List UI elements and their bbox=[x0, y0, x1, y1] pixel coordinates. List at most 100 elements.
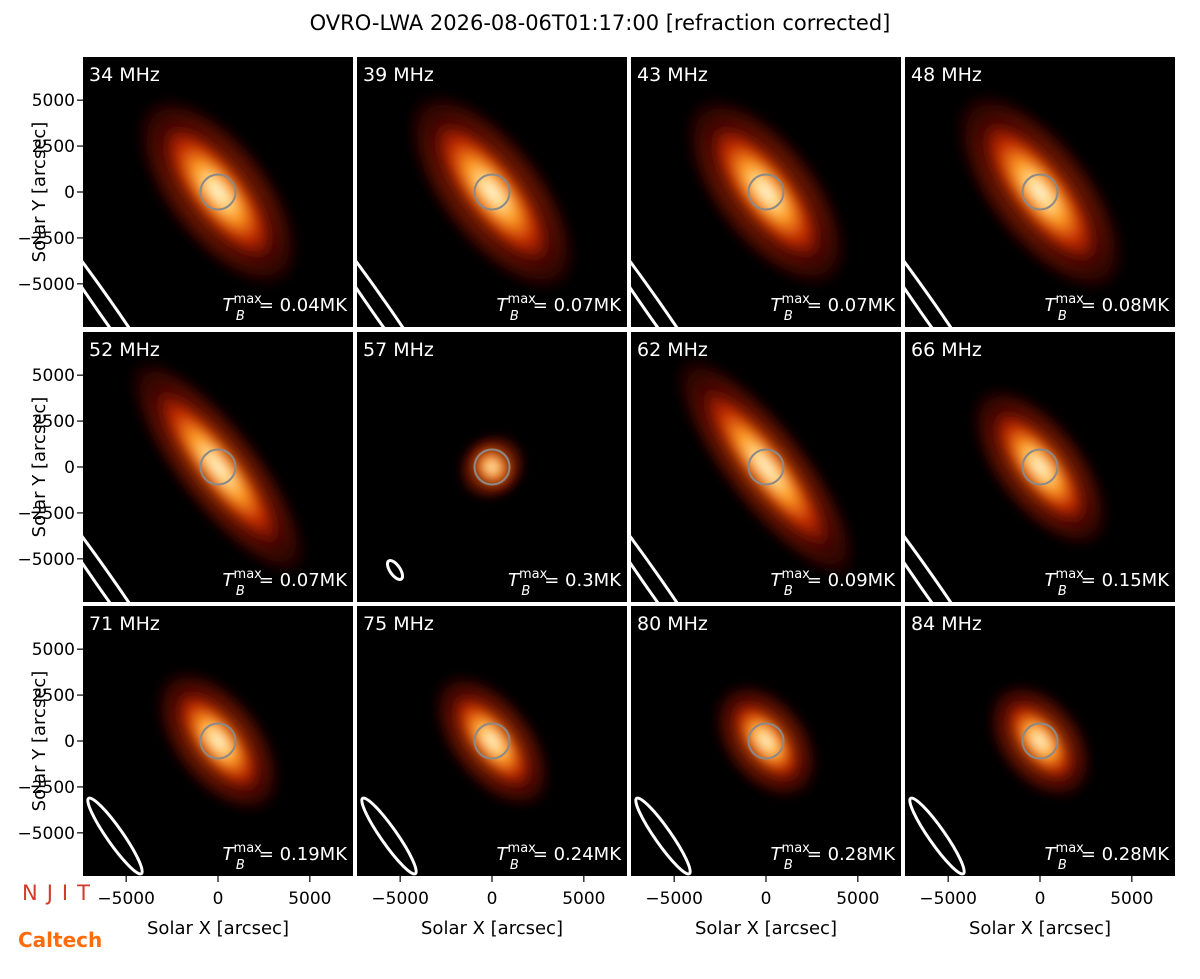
tb-max-label: Tmax B = 0.28MK bbox=[1045, 841, 1171, 873]
panel-image bbox=[631, 57, 901, 327]
tb-sup: max bbox=[782, 841, 811, 856]
solar-disk bbox=[1021, 722, 1059, 760]
panel-image bbox=[905, 57, 1175, 327]
x-tick-label: 5000 bbox=[562, 889, 605, 909]
tb-sup: max bbox=[234, 841, 263, 856]
tb-sub: B bbox=[784, 309, 793, 324]
tb-symbol: T bbox=[497, 844, 510, 865]
y-tick-label: 2500 bbox=[32, 412, 75, 432]
tb-max-label: Tmax B = 0.3MK bbox=[508, 567, 622, 599]
tb-symbol: T bbox=[771, 295, 784, 316]
frequency-label: 62 MHz bbox=[637, 339, 708, 361]
tb-sup: max bbox=[519, 567, 548, 582]
beam bbox=[908, 796, 966, 876]
tb-value: = 0.15MK bbox=[1081, 570, 1170, 591]
y-axis-label: Solar Y [arcsec] bbox=[29, 671, 50, 812]
tb-value: = 0.08MK bbox=[1081, 295, 1170, 316]
tb-symbol: T bbox=[1045, 295, 1058, 316]
emission bbox=[725, 694, 807, 788]
tb-max-label: Tmax B = 0.28MK bbox=[771, 841, 897, 873]
emission bbox=[985, 401, 1095, 533]
y-tick-label: 0 bbox=[64, 458, 75, 478]
beam bbox=[631, 478, 727, 602]
emission bbox=[691, 374, 841, 560]
panel: 52 MHz Tmax B = 0.07MK −5000 −2500 0 2500 5000 So… bbox=[17, 332, 353, 602]
emission bbox=[424, 110, 560, 274]
tb-symbol: T bbox=[1045, 844, 1058, 865]
tb-sub: B bbox=[236, 858, 245, 873]
x-tick-label: −5000 bbox=[645, 889, 703, 909]
panel-image bbox=[83, 606, 353, 876]
tb-sup: max bbox=[234, 567, 263, 582]
y-axis-label: Solar Y [arcsec] bbox=[29, 397, 50, 538]
panel: 71 MHz Tmax B = 0.19MK −5000 −2500 0 2500 5000 So… bbox=[17, 606, 353, 939]
tb-sub: B bbox=[510, 309, 519, 324]
tb-value: = 0.28MK bbox=[807, 844, 896, 865]
tb-value: = 0.28MK bbox=[1081, 844, 1170, 865]
tb-value: = 0.04MK bbox=[259, 295, 348, 316]
y-axis-label: Solar Y [arcsec] bbox=[29, 122, 50, 263]
tb-value: = 0.07MK bbox=[259, 570, 348, 591]
solar-disk bbox=[473, 448, 511, 486]
beam bbox=[385, 559, 405, 581]
tb-sup: max bbox=[508, 292, 537, 307]
panel-image bbox=[83, 332, 353, 602]
beam bbox=[86, 796, 144, 876]
tb-sub: B bbox=[1058, 858, 1067, 873]
tb-sup: max bbox=[1056, 567, 1085, 582]
solar-disk bbox=[199, 173, 237, 211]
tb-sub: B bbox=[784, 858, 793, 873]
y-tick-label: −5000 bbox=[17, 550, 75, 570]
y-tick-label: −5000 bbox=[17, 275, 75, 295]
y-tick-label: −2500 bbox=[17, 504, 75, 524]
beam bbox=[83, 203, 179, 327]
panel: 80 MHz Tmax B = 0.28MK −5000 0 5000 Solar X [ar… bbox=[631, 606, 901, 939]
panel: 57 MHz Tmax B = 0.3MK bbox=[357, 332, 627, 602]
emission bbox=[999, 694, 1081, 788]
title: OVRO-LWA 2026-08-06T01:17:00 [refraction… bbox=[310, 11, 891, 35]
tb-symbol: T bbox=[771, 844, 784, 865]
panel: 48 MHz Tmax B = 0.08MK bbox=[905, 57, 1175, 327]
panel-image bbox=[83, 57, 353, 327]
tb-symbol: T bbox=[1045, 570, 1058, 591]
panel: 39 MHz Tmax B = 0.07MK bbox=[357, 57, 627, 327]
x-tick-label: −5000 bbox=[97, 889, 155, 909]
frequency-label: 84 MHz bbox=[911, 613, 982, 635]
panel: 62 MHz Tmax B = 0.09MK bbox=[631, 332, 901, 602]
tb-sup: max bbox=[508, 841, 537, 856]
frequency-label: 43 MHz bbox=[637, 64, 708, 86]
logo-caltech: Caltech bbox=[18, 928, 102, 952]
frequency-label: 39 MHz bbox=[363, 64, 434, 86]
panel-image bbox=[631, 606, 901, 876]
tb-max-label: Tmax B = 0.04MK bbox=[223, 292, 349, 324]
x-tick-label: 5000 bbox=[1110, 889, 1153, 909]
tb-value: = 0.24MK bbox=[533, 844, 622, 865]
tb-sub: B bbox=[1058, 309, 1067, 324]
beam bbox=[905, 203, 1001, 327]
tb-max-label: Tmax B = 0.15MK bbox=[1045, 567, 1171, 599]
x-tick-label: 5000 bbox=[836, 889, 879, 909]
tb-sup: max bbox=[234, 292, 263, 307]
x-tick-label: 5000 bbox=[288, 889, 331, 909]
x-tick-label: −5000 bbox=[371, 889, 429, 909]
x-axis-label: Solar X [arcsec] bbox=[147, 918, 289, 939]
y-tick-label: −5000 bbox=[17, 824, 75, 844]
tb-value: = 0.07MK bbox=[533, 295, 622, 316]
y-tick-label: −2500 bbox=[17, 229, 75, 249]
tb-max-label: Tmax B = 0.07MK bbox=[223, 567, 349, 599]
tb-sup: max bbox=[782, 567, 811, 582]
tb-sub: B bbox=[1058, 584, 1067, 599]
tb-max-label: Tmax B = 0.24MK bbox=[497, 841, 623, 873]
frequency-label: 66 MHz bbox=[911, 339, 982, 361]
tb-sup: max bbox=[782, 292, 811, 307]
y-tick-label: 2500 bbox=[32, 686, 75, 706]
y-tick-label: 0 bbox=[64, 732, 75, 752]
frequency-label: 80 MHz bbox=[637, 613, 708, 635]
frequency-label: 34 MHz bbox=[89, 64, 160, 86]
y-tick-label: 5000 bbox=[32, 366, 75, 386]
panel: 43 MHz Tmax B = 0.07MK bbox=[631, 57, 901, 327]
tb-sub: B bbox=[784, 584, 793, 599]
x-axis-label: Solar X [arcsec] bbox=[421, 918, 563, 939]
panel: 75 MHz Tmax B = 0.24MK −5000 0 5000 Solar X [ar… bbox=[357, 606, 627, 939]
